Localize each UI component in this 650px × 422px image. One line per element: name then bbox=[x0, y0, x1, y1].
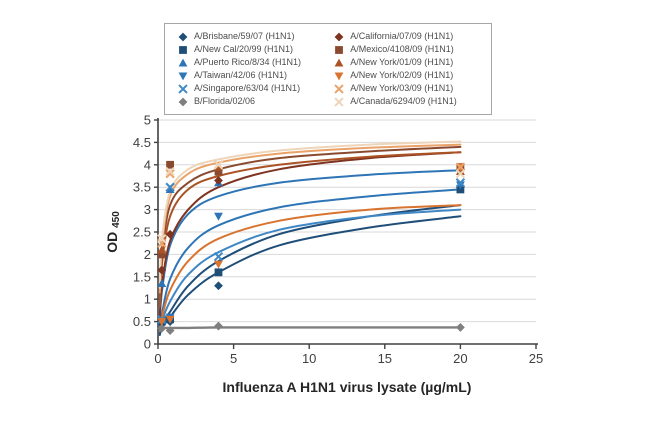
legend-item: A/New York/03/09 (H1N1) bbox=[333, 82, 483, 95]
data-point-triangle-down bbox=[456, 181, 465, 190]
data-point-square bbox=[214, 268, 223, 277]
data-point-x bbox=[157, 234, 167, 244]
legend-item: A/Brisbane/59/07 (H1N1) bbox=[177, 30, 327, 43]
y-tick-label: 3.5 bbox=[133, 180, 151, 195]
y-tick-label: 4.5 bbox=[133, 135, 151, 150]
legend-item: A/Mexico/4108/09 (H1N1) bbox=[333, 43, 483, 56]
legend-label: A/New York/03/09 (H1N1) bbox=[350, 83, 454, 93]
y-tick-label: 1 bbox=[144, 292, 151, 307]
legend-item: A/New York/02/09 (H1N1) bbox=[333, 69, 483, 82]
x-axis-title: Influenza A H1N1 virus lysate (µg/mL) bbox=[223, 379, 472, 395]
y-tick-label: 0.5 bbox=[133, 314, 151, 329]
legend-label: A/Puerto Rico/8/34 (H1N1) bbox=[194, 57, 302, 67]
data-point-diamond bbox=[157, 323, 167, 333]
triangle-down-icon bbox=[334, 71, 344, 80]
data-point-triangle-up bbox=[157, 245, 167, 254]
data-point-triangle-down bbox=[157, 318, 167, 326]
legend-label: A/New Cal/20/99 (H1N1) bbox=[194, 44, 294, 54]
data-point-x bbox=[455, 178, 466, 188]
legend-item: A/Taiwan/42/06 (H1N1) bbox=[177, 69, 327, 82]
data-point-x bbox=[213, 251, 224, 262]
x-tick-label: 0 bbox=[154, 351, 161, 366]
data-point-x bbox=[455, 162, 466, 172]
legend-label: A/Canada/6294/09 (H1N1) bbox=[350, 96, 457, 106]
legend-item: A/New Cal/20/99 (H1N1) bbox=[177, 43, 327, 56]
data-point-diamond bbox=[165, 326, 175, 335]
data-point-diamond bbox=[214, 321, 223, 331]
legend-label: B/Florida/02/06 bbox=[194, 96, 256, 106]
data-point-x bbox=[165, 169, 175, 179]
legend-item: A/Puerto Rico/8/34 (H1N1) bbox=[177, 56, 327, 69]
series-curve bbox=[158, 204, 462, 332]
x-tick-label: 25 bbox=[529, 351, 543, 366]
triangle-up-icon bbox=[334, 58, 344, 67]
data-point-diamond bbox=[214, 176, 223, 185]
legend-label: A/New York/02/09 (H1N1) bbox=[350, 70, 454, 80]
y-tick-label: 2 bbox=[144, 247, 151, 262]
x-tick-label: 15 bbox=[378, 351, 392, 366]
data-point-x bbox=[165, 182, 175, 192]
series-curve bbox=[158, 215, 462, 336]
y-tick-label: 5 bbox=[144, 113, 151, 128]
x-tick-label: 10 bbox=[302, 351, 316, 366]
legend-label: A/Mexico/4108/09 (H1N1) bbox=[350, 44, 454, 54]
legend-label: A/Brisbane/59/07 (H1N1) bbox=[194, 31, 295, 41]
legend-item: A/California/07/09 (H1N1) bbox=[333, 30, 483, 43]
data-point-square bbox=[214, 167, 223, 176]
square-icon bbox=[179, 45, 187, 54]
y-tick-label: 4 bbox=[144, 157, 151, 172]
legend-item: B/Florida/02/06 bbox=[177, 95, 327, 108]
data-point-diamond bbox=[165, 229, 175, 239]
y-tick-label: 2.5 bbox=[133, 225, 151, 240]
data-point-diamond bbox=[157, 265, 167, 275]
data-point-triangle-up bbox=[165, 185, 175, 193]
legend-label: A/New York/01/09 (H1N1) bbox=[350, 57, 454, 67]
y-tick-label: 3 bbox=[144, 202, 151, 217]
data-point-square bbox=[157, 250, 166, 259]
data-point-triangle-up bbox=[157, 279, 167, 288]
legend-label: A/California/07/09 (H1N1) bbox=[350, 31, 454, 41]
data-point-triangle-down bbox=[214, 212, 223, 221]
x-icon bbox=[334, 96, 344, 107]
data-point-square bbox=[456, 185, 465, 194]
diamond-icon bbox=[178, 97, 188, 106]
data-point-triangle-up bbox=[214, 162, 223, 171]
legend-item: A/Singapore/63/04 (H1N1) bbox=[177, 82, 327, 95]
x-tick-label: 5 bbox=[230, 351, 237, 366]
series-curve bbox=[158, 326, 462, 330]
series-curve bbox=[158, 151, 462, 307]
y-tick-label: 0 bbox=[144, 337, 151, 352]
diamond-icon bbox=[334, 32, 344, 41]
legend-item: A/Canada/6294/09 (H1N1) bbox=[333, 95, 483, 108]
data-point-square bbox=[166, 160, 174, 169]
diamond-icon bbox=[178, 32, 188, 41]
x-tick-label: 20 bbox=[453, 351, 467, 366]
y-tick-label: 1.5 bbox=[133, 269, 151, 284]
data-point-x bbox=[213, 160, 224, 170]
series-curve bbox=[158, 151, 462, 319]
data-point-x bbox=[455, 169, 466, 179]
x-icon bbox=[334, 83, 344, 94]
legend-item: A/New York/01/09 (H1N1) bbox=[333, 56, 483, 69]
y-axis-title: OD 450 bbox=[104, 211, 122, 253]
triangle-down-icon bbox=[178, 71, 188, 80]
x-icon bbox=[178, 83, 188, 94]
data-point-diamond bbox=[214, 281, 223, 291]
legend-label: A/Taiwan/42/06 (H1N1) bbox=[194, 70, 288, 80]
data-point-triangle-down bbox=[165, 315, 175, 324]
chart-legend: A/Brisbane/59/07 (H1N1) A/New Cal/20/99 (… bbox=[164, 23, 492, 115]
data-point-diamond bbox=[456, 323, 465, 332]
data-point-triangle-down bbox=[214, 260, 223, 269]
data-point-x bbox=[165, 166, 175, 177]
series-curve bbox=[158, 140, 462, 289]
legend-label: A/Singapore/63/04 (H1N1) bbox=[194, 83, 301, 93]
triangle-up-icon bbox=[178, 58, 188, 67]
square-icon bbox=[335, 45, 344, 54]
